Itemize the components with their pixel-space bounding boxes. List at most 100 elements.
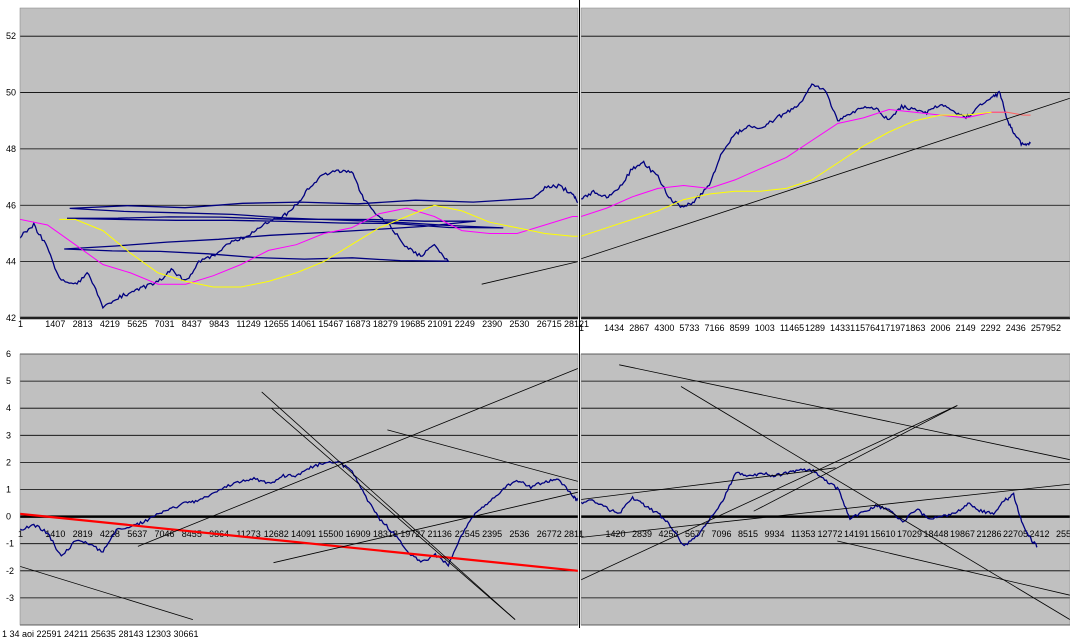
x-tick-label: 8515 — [738, 529, 758, 539]
plot-area — [581, 8, 1070, 318]
x-tick-label: 2554 — [1056, 529, 1070, 539]
x-tick-label: 2536 — [509, 529, 529, 539]
x-tick-label: 4219 — [100, 319, 120, 329]
x-tick-label: 28121 — [564, 319, 589, 329]
x-tick-label: 2 — [1056, 323, 1061, 333]
x-tick-label: 11273 — [236, 529, 260, 539]
x-tick-label: 12682 — [264, 529, 289, 539]
x-tick-label: 15610 — [871, 529, 896, 539]
x-tick-label: 21286 — [977, 529, 1002, 539]
y-tick-label: 6 — [6, 349, 11, 359]
x-tick-label: 22545 — [455, 529, 480, 539]
x-tick-label: 7046 — [155, 529, 175, 539]
trend-line — [137, 367, 578, 547]
trend-line — [581, 467, 836, 500]
x-tick-label: 2390 — [482, 319, 502, 329]
plot-border — [19, 353, 579, 626]
x-tick-label: 4300 — [654, 323, 674, 333]
trend-line — [753, 405, 958, 512]
x-tick-label: 22705 — [1003, 529, 1028, 539]
plot-area — [20, 8, 578, 318]
y-tick-label: 46 — [6, 200, 16, 210]
x-tick-label: 7031 — [155, 319, 175, 329]
x-tick-label: 21136 — [428, 529, 452, 539]
x-tick-label: 7096 — [712, 529, 732, 539]
x-tick-label: 1003 — [755, 323, 775, 333]
x-tick-label: 12772 — [818, 529, 843, 539]
x-tick-label: 2819 — [73, 529, 93, 539]
series-group — [20, 169, 578, 310]
x-tick-label: 11353 — [791, 529, 815, 539]
x-tick-label: 12655 — [264, 319, 289, 329]
x-tick-label: 15500 — [318, 529, 343, 539]
x-tick-label: 11249 — [236, 319, 260, 329]
x-tick-label: 2436 — [1006, 323, 1026, 333]
x-tick-label: 9934 — [765, 529, 785, 539]
trend-line — [273, 491, 578, 564]
x-tick-label: 2006 — [930, 323, 950, 333]
x-tick-label: 1410 — [45, 529, 65, 539]
trend-line — [680, 386, 1070, 620]
y-tick-label: 5 — [6, 376, 11, 386]
x-tick-label: 15467 — [318, 319, 343, 329]
ma_slow-line — [581, 111, 992, 237]
x-tick-label: 19727 — [400, 529, 425, 539]
x-tick-label: 16909 — [346, 529, 371, 539]
bottom-strip-text: 1 34 aoi 22591 24211 25635 28143 12303 3… — [2, 629, 199, 639]
chart-top-right: 1 1434 2867 4300 5733 7166 8599 1003 11465 1289 14… — [579, 7, 1070, 333]
y-tick-label: 1 — [6, 485, 11, 495]
x-tick-label: 5677 — [685, 529, 705, 539]
x-tick-label: 19867 — [950, 529, 975, 539]
price-line — [581, 468, 1038, 548]
x-tick-label: 14331 — [830, 323, 855, 333]
y-tick-label: 52 — [6, 31, 16, 41]
x-tick-label: 4258 — [659, 529, 679, 539]
x-tick-label: 17197 — [880, 323, 905, 333]
x-tick-label: 18448 — [924, 529, 949, 539]
trend-line — [581, 483, 1070, 538]
y-tick-label: 2 — [6, 457, 11, 467]
x-tick-label: 2839 — [632, 529, 652, 539]
x-tick-label: 5637 — [127, 529, 147, 539]
price-line — [581, 83, 1032, 209]
ma_fast-line — [20, 207, 578, 285]
trend-line — [261, 391, 516, 620]
chart-bottom-right: 1 1420 2839 4258 5677 7096 8515 9934 11353 12772 1… — [579, 353, 1070, 626]
series-group — [20, 367, 578, 620]
y-tick-label: 48 — [6, 144, 16, 154]
x-tick-label: 2867 — [629, 323, 649, 333]
y-tick-label: 0 — [6, 512, 11, 522]
x-tick-label: 2149 — [956, 323, 976, 333]
x-tick-label: 5733 — [679, 323, 699, 333]
ma_end-line — [991, 111, 1031, 116]
x-tick-label: 28181 — [564, 529, 589, 539]
x-tick-label: 16873 — [346, 319, 371, 329]
x-tick-label: 8599 — [730, 323, 750, 333]
x-tick-label: 2530 — [509, 319, 529, 329]
x-tick-label: 2292 — [981, 323, 1001, 333]
x-tick-label: 15764 — [855, 323, 880, 333]
series-group — [581, 83, 1070, 260]
trend-line — [271, 407, 516, 620]
bottom-strip — [0, 628, 1070, 640]
x-tick-label: 8455 — [182, 529, 202, 539]
panel-gap — [0, 342, 1070, 352]
x-tick-label: 1434 — [604, 323, 624, 333]
x-tick-label: 4228 — [100, 529, 120, 539]
x-tick-label: 1289 — [805, 323, 825, 333]
x-tick-label: 9843 — [209, 319, 229, 329]
trend-line — [619, 364, 1070, 461]
x-tick-label: 1 — [18, 319, 23, 329]
trend-line — [481, 261, 578, 285]
x-tick-label: 19685 — [400, 319, 425, 329]
y-tick-label: -2 — [6, 566, 14, 576]
trend-line — [20, 565, 194, 620]
series-group — [581, 364, 1070, 620]
trend-line — [581, 97, 1070, 260]
trend-line — [387, 429, 578, 482]
x-tick-label: 25795 — [1031, 323, 1056, 333]
x-tick-label: 1863 — [905, 323, 925, 333]
x-tick-label: 18318 — [373, 529, 398, 539]
